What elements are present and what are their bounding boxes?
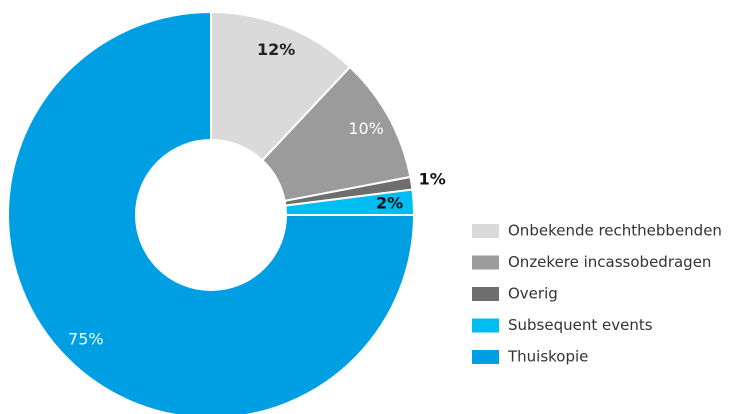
value-label: 1% xyxy=(419,169,446,188)
legend-swatch xyxy=(472,350,499,364)
legend-swatch xyxy=(472,255,499,270)
legend-label: Overig xyxy=(508,285,558,303)
value-label: 75% xyxy=(68,330,104,349)
legend-swatch xyxy=(472,287,499,301)
legend-label: Onbekende rechthebbenden xyxy=(508,222,722,240)
legend-label: Thuiskopie xyxy=(507,348,588,366)
legend-swatch xyxy=(472,224,499,238)
value-label: 12% xyxy=(257,40,295,59)
legend-swatch xyxy=(472,318,499,333)
slice xyxy=(210,10,352,162)
legend-label: Subsequent events xyxy=(508,316,653,334)
slice xyxy=(7,10,416,414)
value-label: 2% xyxy=(376,193,403,212)
value-label: 10% xyxy=(348,119,384,138)
legend-label: Onzekere incassobedragen xyxy=(508,253,711,271)
